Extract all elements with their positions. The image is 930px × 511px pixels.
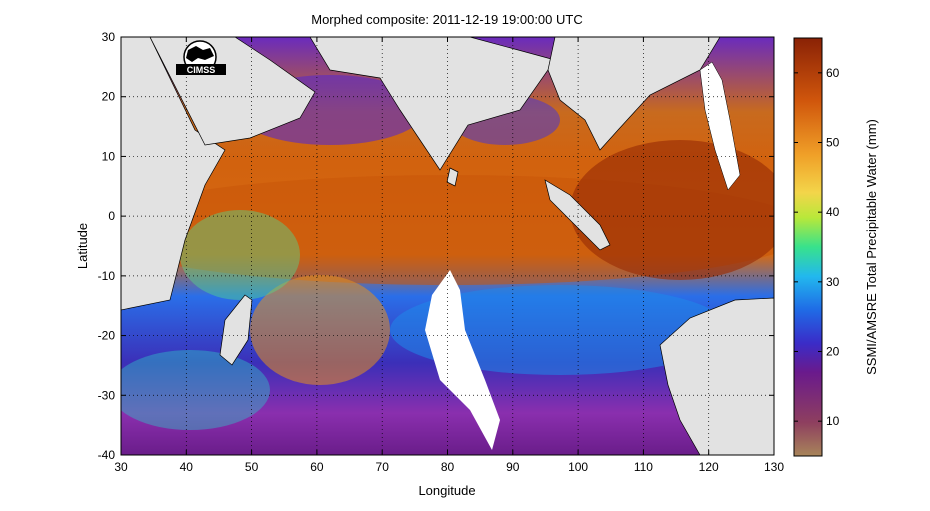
dry-region-southwest	[121, 350, 270, 430]
sri-lanka-land	[446, 167, 459, 187]
cimss-logo: CIMSS	[176, 40, 226, 75]
x-tick-label: 50	[245, 460, 259, 474]
x-tick-label: 70	[376, 460, 390, 474]
colorbar-tick-label: 50	[826, 136, 840, 150]
logo-text: CIMSS	[187, 65, 216, 75]
colorbar-tick-label: 20	[826, 345, 840, 359]
swath-gap	[425, 270, 500, 450]
moist-plume-madagascar	[250, 275, 390, 385]
colorbar-tick-label: 30	[826, 275, 840, 289]
y-tick-label: -10	[98, 269, 116, 283]
x-tick-label: 120	[699, 460, 719, 474]
y-axis: 30 20 10 0 -10 -20 -30 -40	[98, 30, 774, 462]
y-tick-label: 20	[102, 90, 116, 104]
colorbar-tick-label: 40	[826, 205, 840, 219]
x-axis: 30 40 50 60 70 80 90 100 110 120 130	[114, 37, 784, 474]
colorbar-tick-label: 10	[826, 414, 840, 428]
dry-region-south	[390, 285, 730, 375]
colorbar-ticks: 10 20 30 40 50 60	[794, 66, 840, 428]
colorbar-scale	[793, 37, 823, 457]
x-axis-label: Longitude	[418, 483, 475, 498]
moist-region-africa-coast	[180, 210, 300, 300]
madagascar-land	[219, 294, 253, 366]
x-tick-label: 130	[764, 460, 784, 474]
y-tick-label: -30	[98, 388, 116, 402]
y-tick-label: -20	[98, 329, 116, 343]
plot-area	[121, 37, 774, 455]
x-tick-label: 60	[310, 460, 324, 474]
x-tick-label: 110	[634, 460, 653, 474]
africa-land	[121, 37, 226, 311]
y-tick-label: 30	[102, 30, 116, 44]
x-tick-label: 90	[506, 460, 520, 474]
x-tick-label: 80	[441, 460, 455, 474]
grid-lines	[121, 37, 774, 455]
x-tick-label: 40	[180, 460, 194, 474]
colorbar-tick-label: 60	[826, 66, 840, 80]
y-axis-label: Latitude	[75, 223, 90, 269]
south-asia-land	[309, 37, 556, 171]
se-asia-land	[547, 37, 721, 151]
chart-title: Morphed composite: 2011-12-19 19:00:00 U…	[311, 12, 582, 27]
colorbar-label: SSMI/AMSRE Total Precipitable Water (mm)	[864, 119, 879, 375]
x-tick-label: 100	[568, 460, 588, 474]
y-tick-label: 10	[102, 149, 116, 163]
sumatra-land	[544, 179, 611, 251]
philippines-land	[699, 61, 741, 191]
moist-region-maritime	[570, 140, 774, 280]
logo-continents-icon	[186, 46, 214, 62]
australia-land	[659, 297, 774, 455]
colorbar: 10 20 30 40 50 60 SSMI/AMSRE Total Precipitab…	[793, 37, 879, 457]
y-tick-label: 0	[108, 209, 115, 223]
y-tick-label: -40	[98, 448, 116, 462]
logo-text-bg	[176, 64, 226, 75]
x-tick-label: 30	[114, 460, 128, 474]
